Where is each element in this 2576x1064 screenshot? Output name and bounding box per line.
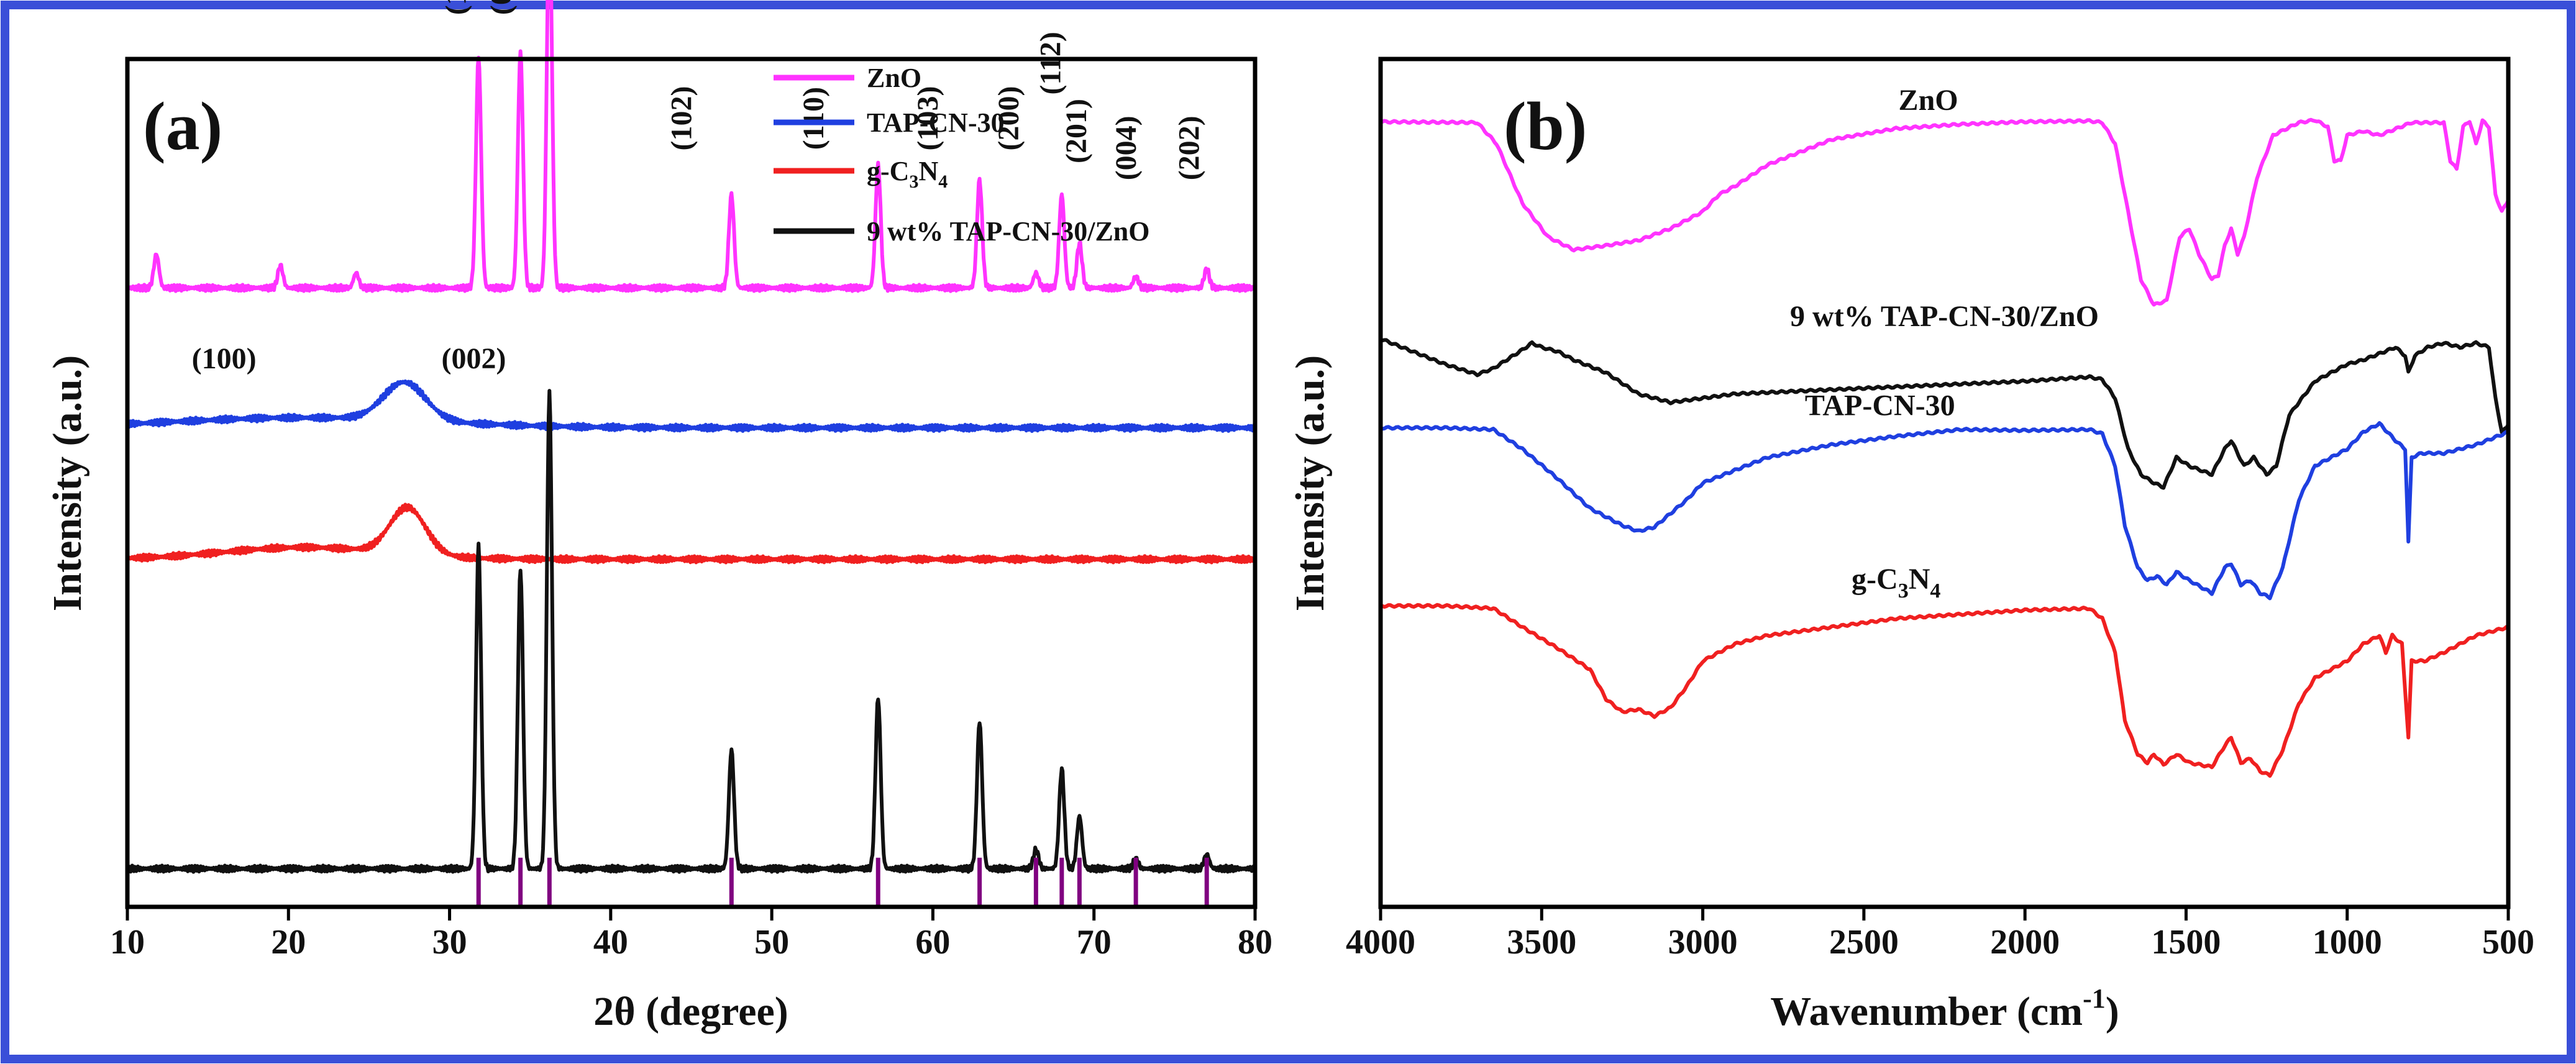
panel-a-y-axis-label: Intensity (a.u.)	[45, 355, 90, 612]
hkl-annotation-7: (112)	[1034, 32, 1067, 94]
legend-g-c3n4-part-1: g-C	[867, 156, 909, 186]
panel-b-x-tick-label-2500: 2500	[1829, 923, 1899, 962]
panel-b-x-label-part-2: )	[2106, 989, 2119, 1034]
ftir-series-tap-cn-30	[1379, 421, 2509, 601]
panel-b-plot-frame	[1378, 57, 2511, 909]
xrd-series-g-c3n4	[126, 502, 1257, 565]
panel-b-series-labels: ZnO 9 wt% TAP-CN-30/ZnO TAP-CN-30 g-C3N4	[1790, 84, 2099, 602]
panel-b-y-axis-label: Intensity (a.u.)	[1287, 355, 1333, 612]
panel-a-x-tick-label-20: 20	[271, 923, 306, 962]
ftir-label-tap-cn-30: TAP-CN-30	[1805, 389, 1955, 422]
legend-label-composite: 9 wt% TAP-CN-30/ZnO	[867, 216, 1150, 247]
hkl-annotation-8: (201)	[1060, 99, 1093, 163]
ftir-series-g-c3n4	[1379, 602, 2510, 778]
panel-a-x-tick-label-10: 10	[110, 923, 145, 962]
legend-label-tap-cn-30: TAP-CN-30	[867, 107, 1005, 138]
panel-b-x-tick-label-1000: 1000	[2313, 923, 2382, 962]
ftir-label-zno: ZnO	[1899, 84, 1958, 117]
panel-a-plot-frame	[125, 57, 1258, 909]
panel-a-x-axis-label: 2θ (degree)	[593, 989, 788, 1034]
panel-b-x-tick-label-4000: 4000	[1346, 923, 1415, 962]
panel-b-x-label-part-1: Wavenumber (cm	[1770, 989, 2083, 1034]
panel-b-x-axis-ticks: 4000 3500 3000 2500 2000 1500 1000 500	[1346, 907, 2534, 962]
panel-a-label: (a)	[143, 88, 222, 164]
ftir-label-g-c3n4: g-C3N4	[1852, 563, 1940, 602]
legend-label-g-c3n4: g-C3N4	[867, 156, 948, 192]
hkl-annotation-6: (200)	[992, 86, 1025, 151]
panel-a-xrd-chart: (100)(002)(101)(102)(110)(103)(200)(112)…	[45, 0, 1272, 1034]
hkl-annotation-12: (002)	[441, 342, 506, 375]
panel-a-legend: ZnO TAP-CN-30 g-C3N4 9 wt% TAP-CN-30/ZnO	[774, 63, 1150, 247]
panel-b-ftir-chart: ZnO 9 wt% TAP-CN-30/ZnO TAP-CN-30 g-C3N4 40…	[1287, 57, 2534, 1034]
xrd-series-9-wt-tap-cn-30-zno	[126, 389, 1256, 874]
legend-g-c3n4-sub-2: 4	[938, 171, 948, 192]
hkl-annotation-11: (100)	[192, 342, 257, 375]
ftir-label-part-2: N	[1909, 563, 1930, 596]
panel-a-peak-annotations: (100)(002)(101)(102)(110)(103)(200)(112)…	[192, 0, 1206, 375]
panel-a-reference-lines	[476, 857, 1209, 907]
legend-g-c3n4-part-2: N	[918, 156, 938, 186]
legend-label-zno: ZnO	[867, 63, 921, 93]
panel-b-x-tick-label-3000: 3000	[1668, 923, 1738, 962]
panel-b-label: (b)	[1504, 88, 1587, 164]
panel-a-series-group	[126, 0, 1257, 874]
panel-a-x-tick-label-80: 80	[1238, 923, 1272, 962]
panel-b-x-axis-label: Wavenumber (cm-1)	[1770, 983, 2119, 1034]
hkl-annotation-3: (102)	[665, 86, 698, 151]
ftir-series-9-wt-tap-cn-30-zno	[1379, 338, 2510, 490]
ftir-label-9-wt-tap-cn-30-zno: 9 wt% TAP-CN-30/ZnO	[1790, 300, 2099, 333]
panel-a-x-tick-label-40: 40	[593, 923, 628, 962]
panel-a-x-tick-label-70: 70	[1077, 923, 1112, 962]
hkl-annotation-5: (103)	[911, 86, 944, 151]
xrd-series-zno	[126, 0, 1257, 293]
ftir-series-zno	[1379, 117, 2510, 307]
panel-b-x-tick-label-1500: 1500	[2151, 923, 2221, 962]
hkl-annotation-0: (100)	[440, 0, 473, 15]
panel-a-x-axis-ticks: 10 20 30 40 50 60 70 80	[110, 907, 1272, 962]
ftir-label-sub-1: 3	[1898, 580, 1909, 602]
panel-b-x-tick-label-2000: 2000	[1990, 923, 2060, 962]
panel-a-x-tick-label-60: 60	[915, 923, 950, 962]
ftir-label-sub-2: 4	[1930, 580, 1940, 602]
xrd-series-tap-cn-30	[126, 379, 1257, 433]
panel-b-series-group	[1379, 117, 2510, 778]
legend-g-c3n4-sub-1: 3	[909, 171, 918, 192]
panel-b-x-label-superscript: -1	[2083, 983, 2106, 1014]
panel-b-x-tick-label-500: 500	[2482, 923, 2534, 962]
hkl-annotation-10: (202)	[1172, 116, 1205, 180]
panel-b-x-tick-label-3500: 3500	[1507, 923, 1576, 962]
panel-a-x-tick-label-50: 50	[754, 923, 789, 962]
hkl-annotation-1: (002)	[485, 0, 518, 15]
panel-a-x-tick-label-30: 30	[432, 923, 467, 962]
ftir-label-part-1: g-C	[1852, 563, 1898, 596]
hkl-annotation-9: (004)	[1110, 116, 1143, 180]
hkl-annotation-4: (110)	[797, 87, 830, 150]
